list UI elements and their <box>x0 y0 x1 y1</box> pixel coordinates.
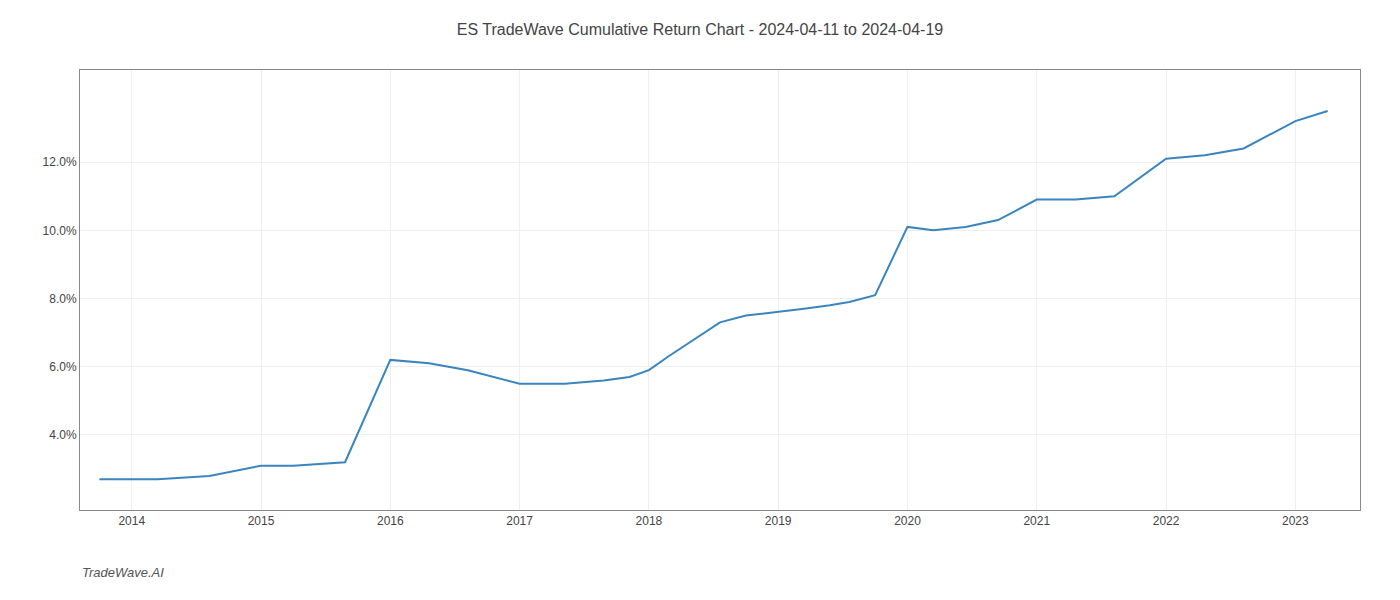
svg-text:2018: 2018 <box>636 514 663 528</box>
svg-text:2023: 2023 <box>1282 514 1309 528</box>
svg-text:12.0%: 12.0% <box>43 155 77 169</box>
svg-text:8.0%: 8.0% <box>49 292 77 306</box>
svg-text:2021: 2021 <box>1023 514 1050 528</box>
svg-text:2020: 2020 <box>894 514 921 528</box>
svg-text:2022: 2022 <box>1153 514 1180 528</box>
svg-text:10.0%: 10.0% <box>43 224 77 238</box>
svg-text:ES TradeWave Cumulative Return: ES TradeWave Cumulative Return Chart - 2… <box>457 21 944 38</box>
svg-text:2016: 2016 <box>377 514 404 528</box>
svg-text:2015: 2015 <box>248 514 275 528</box>
svg-text:2019: 2019 <box>765 514 792 528</box>
svg-text:2017: 2017 <box>506 514 533 528</box>
svg-text:TradeWave.AI: TradeWave.AI <box>82 565 164 580</box>
svg-text:6.0%: 6.0% <box>49 360 77 374</box>
svg-text:2014: 2014 <box>118 514 145 528</box>
svg-text:4.0%: 4.0% <box>49 428 77 442</box>
